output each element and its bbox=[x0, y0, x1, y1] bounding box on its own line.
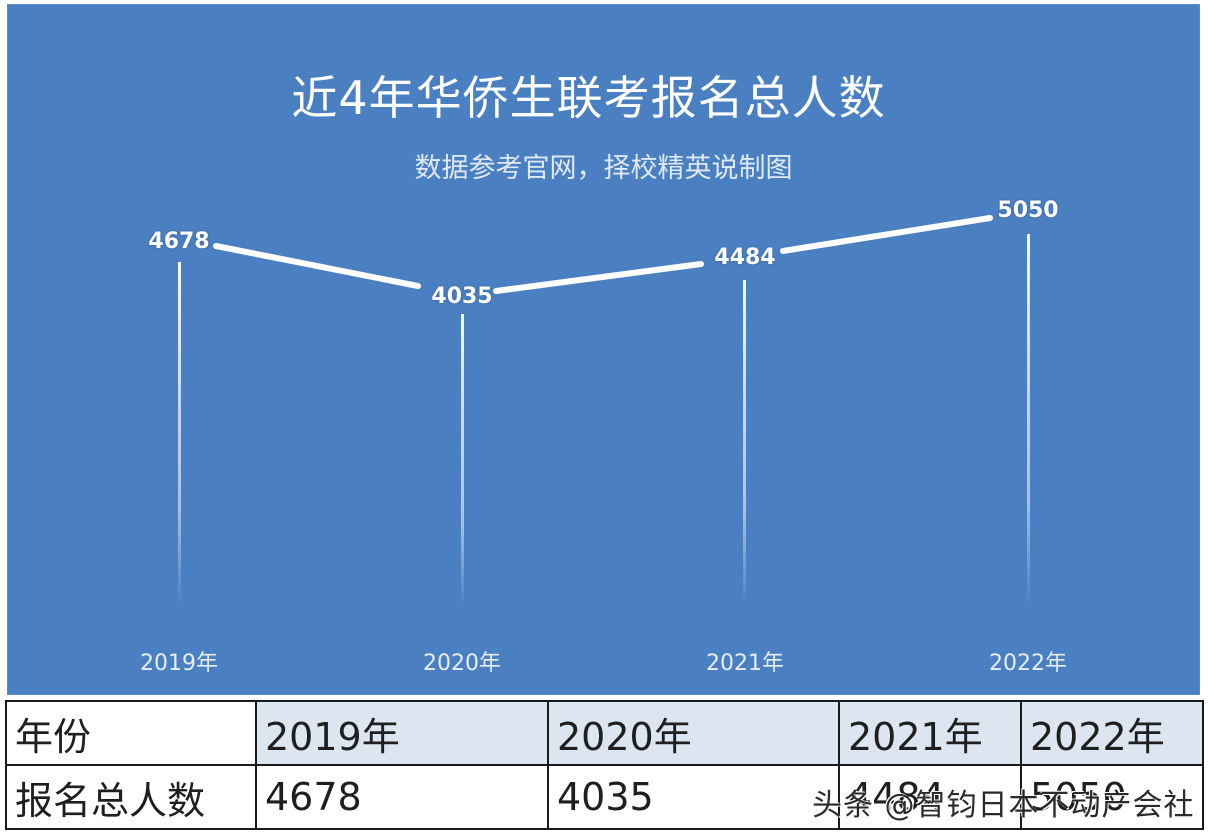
table-row-label: 报名总人数 bbox=[5, 764, 257, 830]
x-axis-label-2020: 2020年 bbox=[423, 651, 501, 676]
table-header-label: 年份 bbox=[5, 700, 257, 766]
table-row-values: 报名总人数 4678 4035 4484 5050 bbox=[5, 764, 1204, 830]
table-year-2022: 2022年 bbox=[1020, 700, 1204, 766]
drop-line-2021 bbox=[743, 280, 746, 606]
series-line bbox=[493, 261, 704, 294]
drop-line-2019 bbox=[178, 262, 181, 606]
x-axis-label-2022: 2022年 bbox=[989, 651, 1067, 676]
chart-title: 近4年华侨生联考报名总人数 bbox=[291, 71, 886, 125]
drop-line-2022 bbox=[1027, 234, 1030, 606]
table-year-2019: 2019年 bbox=[255, 700, 549, 766]
table-row-years: 年份 2019年 2020年 2021年 2022年 bbox=[5, 700, 1204, 766]
chart-subtitle: 数据参考官网，择校精英说制图 bbox=[414, 153, 793, 184]
data-table: 年份 2019年 2020年 2021年 2022年 报名总人数 4678 40… bbox=[5, 700, 1204, 830]
x-axis-label-2021: 2021年 bbox=[706, 651, 784, 676]
table-year-2021: 2021年 bbox=[838, 700, 1022, 766]
table-value-2020: 4035 bbox=[547, 764, 840, 830]
table-value-2022: 5050 bbox=[1020, 764, 1204, 830]
data-label-2020: 4035 bbox=[431, 284, 493, 309]
data-label-2021: 4484 bbox=[714, 245, 776, 270]
data-label-2022: 5050 bbox=[997, 198, 1059, 223]
table-value-2021: 4484 bbox=[838, 764, 1022, 830]
table-year-2020: 2020年 bbox=[547, 700, 840, 766]
chart-panel: 近4年华侨生联考报名总人数 数据参考官网，择校精英说制图 4678 4035 4… bbox=[7, 4, 1200, 695]
x-axis-label-2019: 2019年 bbox=[140, 651, 218, 676]
drop-line-2020 bbox=[461, 314, 464, 606]
data-label-2019: 4678 bbox=[148, 229, 210, 254]
line-chart bbox=[178, 215, 1030, 606]
watermark: 头条 @智钧日本不动产会社 bbox=[812, 788, 1195, 823]
series-line bbox=[213, 243, 421, 289]
table-value-2019: 4678 bbox=[255, 764, 549, 830]
series-line bbox=[780, 215, 993, 254]
